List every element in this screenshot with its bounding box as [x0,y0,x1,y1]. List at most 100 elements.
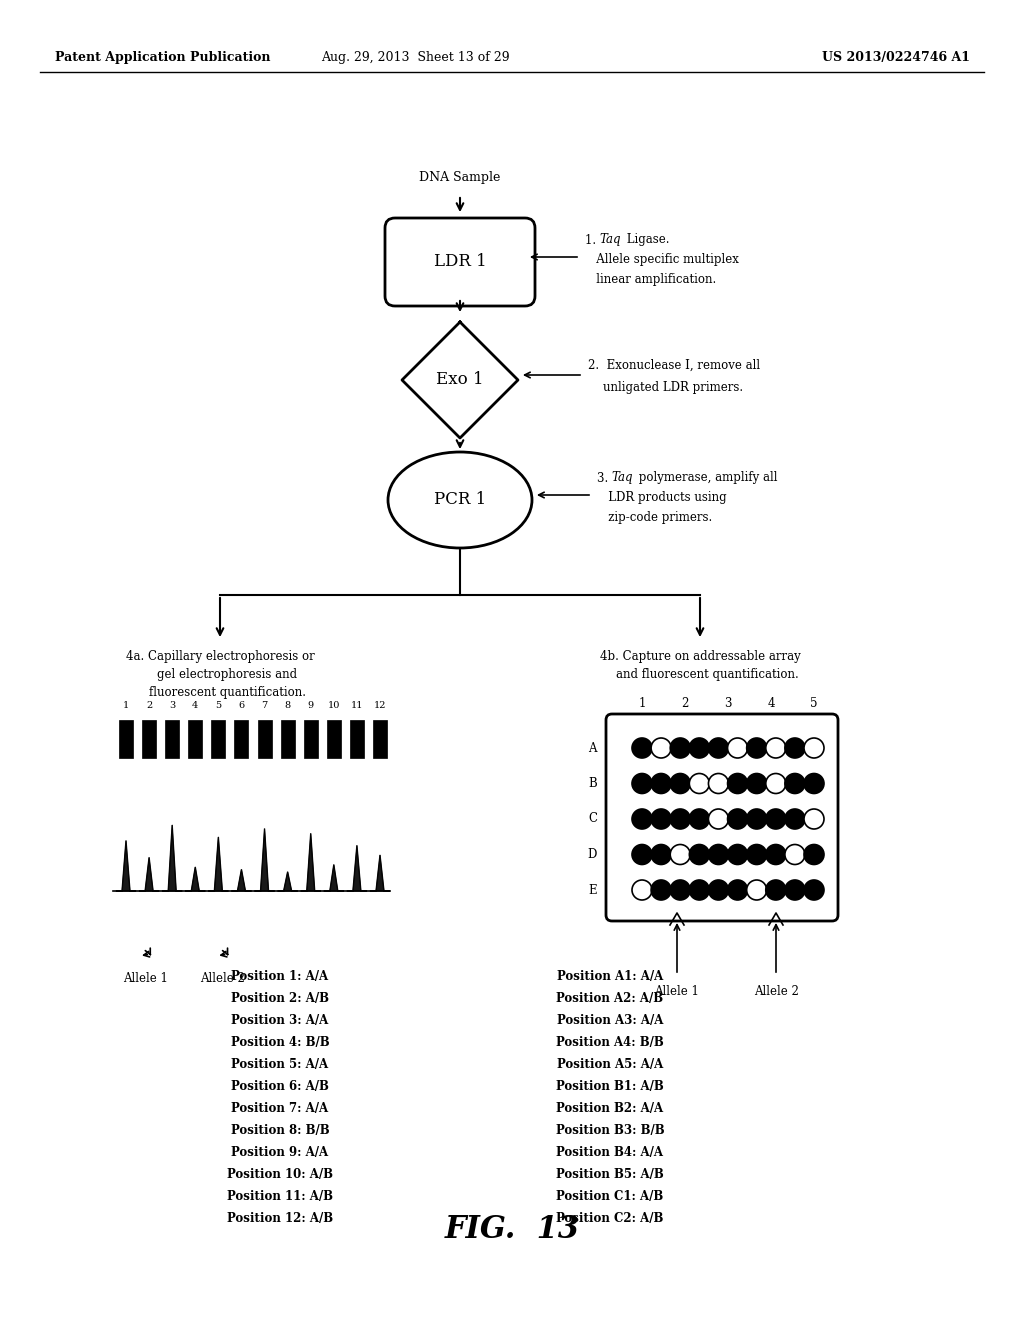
Text: Position 7: A/A: Position 7: A/A [231,1102,329,1115]
Ellipse shape [388,451,532,548]
Text: Position 6: A/B: Position 6: A/B [231,1080,329,1093]
Circle shape [746,845,767,865]
Text: Taq: Taq [611,471,633,484]
Polygon shape [301,833,321,891]
Circle shape [784,738,805,758]
Circle shape [671,845,690,865]
Text: Position B3: B/B: Position B3: B/B [556,1125,665,1137]
Circle shape [766,880,785,900]
Circle shape [784,774,805,793]
Text: Position 9: A/A: Position 9: A/A [231,1146,329,1159]
Text: Position C2: A/B: Position C2: A/B [556,1212,664,1225]
Polygon shape [324,865,344,891]
Circle shape [632,738,652,758]
Text: DNA Sample: DNA Sample [419,172,501,185]
Text: fluorescent quantification.: fluorescent quantification. [134,686,306,700]
Text: PCR 1: PCR 1 [434,491,486,508]
Bar [281,719,295,758]
Polygon shape [185,867,205,891]
Circle shape [689,845,710,865]
Text: Position 12: A/B: Position 12: A/B [227,1212,333,1225]
Text: Position C1: A/B: Position C1: A/B [556,1191,664,1203]
Text: unligated LDR primers.: unligated LDR primers. [588,381,743,395]
Text: 4: 4 [767,697,775,710]
Circle shape [709,774,728,793]
Text: 3.: 3. [597,471,612,484]
Text: 1.: 1. [585,234,600,247]
Circle shape [671,809,690,829]
Circle shape [728,774,748,793]
Polygon shape [139,858,159,891]
Circle shape [671,880,690,900]
Bar [234,719,249,758]
Circle shape [766,809,785,829]
Circle shape [728,880,748,900]
Text: 4a. Capillary electrophoresis or: 4a. Capillary electrophoresis or [126,649,314,663]
Text: Position 2: A/B: Position 2: A/B [231,993,329,1005]
Text: Position B5: A/B: Position B5: A/B [556,1168,664,1181]
Circle shape [651,880,671,900]
Text: Position B4: A/A: Position B4: A/A [556,1146,664,1159]
Circle shape [689,774,710,793]
Text: 5: 5 [810,697,818,710]
Text: Position A2: A/B: Position A2: A/B [556,993,664,1005]
Circle shape [709,809,728,829]
Circle shape [689,809,710,829]
Text: 5: 5 [215,701,221,710]
Polygon shape [231,870,252,891]
Text: 2.  Exonuclease I, remove all: 2. Exonuclease I, remove all [588,359,760,371]
Polygon shape [402,322,518,438]
Text: Allele 2: Allele 2 [754,985,799,998]
Text: 11: 11 [350,701,364,710]
Text: B: B [588,777,597,789]
Circle shape [746,809,767,829]
Text: Aug. 29, 2013  Sheet 13 of 29: Aug. 29, 2013 Sheet 13 of 29 [321,51,509,65]
Circle shape [728,845,748,865]
Circle shape [804,880,824,900]
Circle shape [632,880,652,900]
Text: and fluorescent quantification.: and fluorescent quantification. [601,668,799,681]
Text: Position B1: A/B: Position B1: A/B [556,1080,664,1093]
Polygon shape [116,841,136,891]
Text: Taq: Taq [599,234,621,247]
Circle shape [746,880,767,900]
Circle shape [728,809,748,829]
Circle shape [784,809,805,829]
Text: 6: 6 [239,701,245,710]
Bar [373,719,387,758]
Circle shape [746,774,767,793]
Text: LDR 1: LDR 1 [433,253,486,271]
Polygon shape [255,829,274,891]
Text: Allele 1: Allele 1 [654,985,699,998]
Text: LDR products using: LDR products using [597,491,727,504]
Circle shape [766,845,785,865]
Polygon shape [347,845,367,891]
FancyBboxPatch shape [606,714,838,921]
Circle shape [728,738,748,758]
Circle shape [804,738,824,758]
Text: polymerase, amplify all: polymerase, amplify all [635,471,777,484]
Text: Exo 1: Exo 1 [436,371,483,388]
Circle shape [651,809,671,829]
Text: 1: 1 [638,697,646,710]
Text: D: D [588,847,597,861]
Circle shape [746,738,767,758]
Circle shape [651,845,671,865]
Bar [165,719,179,758]
Bar [211,719,225,758]
Text: Ligase.: Ligase. [623,234,670,247]
Bar [304,719,317,758]
Text: 12: 12 [374,701,386,710]
Polygon shape [370,855,390,891]
Bar [350,719,364,758]
Text: Patent Application Publication: Patent Application Publication [55,51,270,65]
Bar [119,719,133,758]
Text: Position A1: A/A: Position A1: A/A [557,970,664,983]
Text: Allele specific multiplex: Allele specific multiplex [585,253,739,267]
Text: gel electrophoresis and: gel electrophoresis and [142,668,298,681]
Text: Allele 2: Allele 2 [200,972,245,985]
Circle shape [784,845,805,865]
Circle shape [632,774,652,793]
Text: A: A [589,742,597,755]
Text: C: C [588,813,597,825]
